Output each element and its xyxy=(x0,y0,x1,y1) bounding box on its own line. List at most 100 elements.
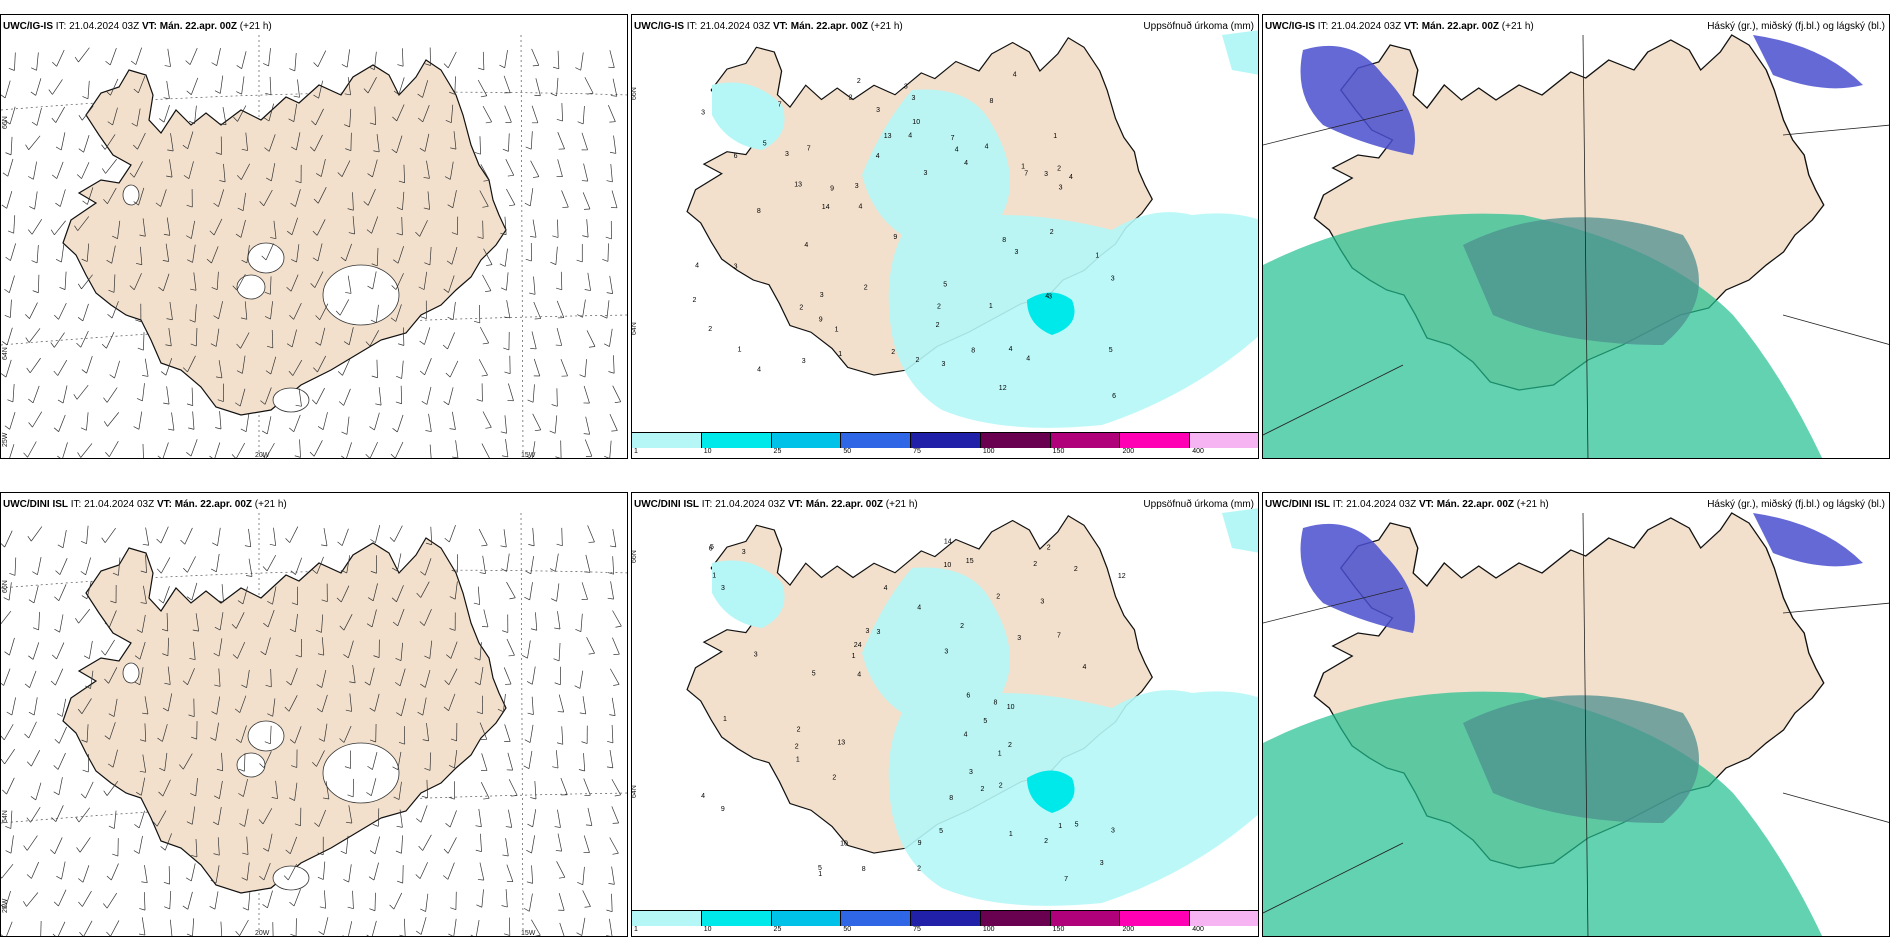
precip-value-label: 2 xyxy=(799,305,803,312)
wind-barb-feather xyxy=(80,540,87,544)
precip-value-label: 2 xyxy=(936,322,940,329)
wind-barb-feather xyxy=(213,795,220,800)
wind-barb xyxy=(298,388,302,407)
wind-barb xyxy=(189,47,198,65)
wind-barb xyxy=(504,216,507,235)
wind-barb-feather xyxy=(322,797,329,800)
wind-barb-feather xyxy=(85,685,91,689)
lat-label-66n: 66N xyxy=(631,550,638,563)
wind-barb xyxy=(143,585,147,604)
wind-barb-feather xyxy=(267,713,273,717)
wind-barb-feather xyxy=(556,287,562,291)
wind-barb xyxy=(156,810,167,827)
wind-barb xyxy=(321,614,324,633)
wind-barb xyxy=(609,750,614,768)
wind-barb-feather xyxy=(425,430,432,432)
wind-barb-feather xyxy=(79,932,84,936)
wind-barb-feather xyxy=(372,823,379,827)
wind-barb-feather xyxy=(577,121,584,125)
wind-barb-feather xyxy=(285,849,291,854)
wind-barb xyxy=(160,557,171,574)
wind-barb-feather xyxy=(318,931,324,935)
wind-barb xyxy=(506,581,516,598)
wind-barb-feather xyxy=(55,259,62,263)
wind-barb-feather xyxy=(552,66,559,70)
wind-barb xyxy=(376,247,379,266)
precip-value-label: 1 xyxy=(723,716,727,723)
wind-barb-feather xyxy=(179,764,184,770)
colorbar-tick: 10 xyxy=(703,926,712,933)
wind-barb-feather xyxy=(164,906,170,910)
cloud-map xyxy=(1263,493,1889,936)
wind-barb xyxy=(397,246,404,264)
precip-value-label: 3 xyxy=(754,651,758,658)
wind-barb xyxy=(480,782,490,799)
wind-barb-feather xyxy=(263,847,269,852)
wind-barb xyxy=(396,104,405,122)
wind-barb xyxy=(77,216,90,231)
wind-barb-feather xyxy=(417,711,424,716)
wind-barb-feather xyxy=(77,317,84,322)
wind-barb-feather xyxy=(347,906,354,910)
wind-barb-feather xyxy=(105,452,110,457)
colorbar-swatch xyxy=(1050,910,1121,926)
wind-barb xyxy=(479,190,489,207)
wind-barb xyxy=(561,527,563,546)
wind-barb-feather xyxy=(554,826,561,828)
wind-barb xyxy=(55,106,65,123)
wind-barb-feather xyxy=(450,738,457,742)
wind-barb xyxy=(324,890,327,909)
wind-barb-feather xyxy=(217,600,224,603)
wind-barb xyxy=(187,556,196,573)
wind-barb xyxy=(429,640,433,659)
wind-barb xyxy=(192,918,195,936)
wind-barb xyxy=(81,162,90,179)
wind-barb-feather xyxy=(312,230,318,236)
wind-barb xyxy=(294,52,297,71)
wind-barb-feather xyxy=(576,932,582,936)
wind-barb xyxy=(506,638,515,656)
wind-barb-feather xyxy=(396,375,402,379)
wind-barb-feather xyxy=(264,147,270,152)
colorbar-tick: 25 xyxy=(773,448,782,455)
wind-barb xyxy=(376,134,380,153)
wind-barb-feather xyxy=(501,455,508,458)
wind-barb xyxy=(393,525,403,542)
wind-barb-feather xyxy=(235,930,240,936)
wind-barb xyxy=(32,385,40,403)
wind-barb xyxy=(141,917,146,936)
wind-barb xyxy=(187,131,194,149)
wind-barb-feather xyxy=(136,629,143,633)
wind-barb xyxy=(110,920,120,936)
wind-barb-feather xyxy=(290,202,296,207)
wind-barb-feather xyxy=(134,824,140,829)
wind-barb-feather xyxy=(164,65,171,67)
low-cloud-area xyxy=(1463,217,1699,345)
wind-barb-feather xyxy=(397,64,404,67)
precip-value-label: 1 xyxy=(1021,164,1025,171)
wind-barb-feather xyxy=(419,621,425,626)
wind-barb-feather xyxy=(133,144,138,150)
wind-barb-feather xyxy=(262,904,268,909)
wind-barb xyxy=(239,388,246,407)
wind-barb xyxy=(135,47,143,65)
precip-value-label: 3 xyxy=(802,358,806,365)
wind-barb xyxy=(583,163,589,182)
wind-barb-feather xyxy=(212,542,218,546)
wind-barb-feather xyxy=(603,343,610,347)
wind-barb-feather xyxy=(525,146,532,150)
wind-barb-feather xyxy=(82,200,88,205)
wind-barb-feather xyxy=(241,877,248,881)
wind-barb xyxy=(5,359,12,378)
wind-barb-feather xyxy=(210,343,217,347)
wind-barb xyxy=(587,525,595,543)
precip-value-label: 8 xyxy=(994,699,998,706)
wind-barb-feather xyxy=(158,791,164,797)
wind-barb xyxy=(193,272,197,291)
wind-barb xyxy=(506,272,509,291)
wind-barb xyxy=(508,133,510,152)
wind-barb-feather xyxy=(103,790,108,796)
wind-barb xyxy=(375,525,381,543)
wind-barb-feather xyxy=(614,794,621,797)
wind-barb-feather xyxy=(192,629,199,632)
